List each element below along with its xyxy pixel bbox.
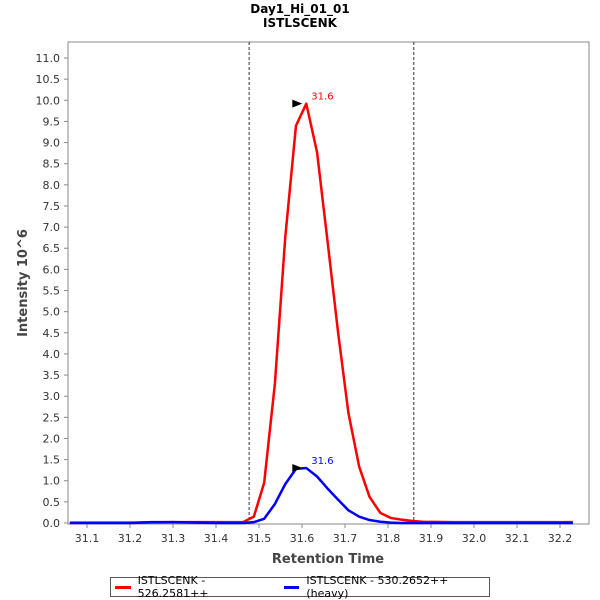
peak-marker-icon (292, 99, 303, 108)
y-tick-label: 6.5 (43, 242, 61, 255)
peak-label: 31.6 (311, 456, 333, 467)
y-tick-label: 2.5 (43, 411, 61, 424)
chart-subtitle: ISTLSCENK (263, 16, 338, 30)
x-tick-label: 31.9 (419, 532, 444, 545)
x-tick-label: 31.4 (204, 532, 229, 545)
x-tick-label: 31.7 (333, 532, 358, 545)
series-line-1 (69, 466, 573, 525)
y-tick-label: 0.5 (43, 496, 61, 509)
y-tick-label: 3.5 (43, 369, 61, 382)
y-tick-label: 7.0 (43, 221, 61, 234)
y-tick-label: 8.0 (43, 179, 61, 192)
y-tick-label: 5.0 (43, 306, 61, 319)
y-tick-label: 8.5 (43, 158, 61, 171)
legend-label-light: ISTLSCENK - 526.2581++ (137, 574, 209, 600)
x-tick-label: 31.6 (290, 532, 315, 545)
peak-label: 31.6 (311, 92, 333, 103)
y-tick-label: 3.0 (43, 390, 61, 403)
y-tick-label: 4.5 (43, 327, 61, 340)
y-tick-label: 11.0 (36, 52, 61, 65)
chromatogram-chart: Day1_Hi_01_01 ISTLSCENK 0.0 0.5 1.0 1.5 2.0 2… (16, 2, 590, 567)
legend: ISTLSCENK - 526.2581++ ISTLSCENK - 530.2… (110, 574, 490, 600)
x-tick-label: 31.5 (247, 532, 272, 545)
y-tick-label: 4.0 (43, 348, 61, 361)
y-tick-label: 9.0 (43, 137, 61, 150)
y-tick-label: 10.0 (36, 94, 61, 107)
y-tick-label: 7.5 (43, 200, 61, 213)
legend-swatch-heavy (283, 585, 300, 589)
series-line-0 (69, 102, 573, 524)
x-tick-label: 31.2 (118, 532, 143, 545)
y-tick-label: 0.0 (43, 517, 61, 530)
y-tick-label: 9.5 (43, 115, 61, 128)
x-tick-label: 31.3 (161, 532, 186, 545)
y-tick-label: 1.5 (43, 454, 61, 467)
legend-label-heavy: ISTLSCENK - 530.2652++ (heavy) (306, 574, 449, 600)
x-tick-label: 32.2 (548, 532, 573, 545)
y-tick-label: 2.0 (43, 432, 61, 445)
y-tick-label: 1.0 (43, 475, 61, 488)
y-tick-label: 10.5 (36, 73, 61, 86)
x-axis-label: Retention Time (272, 552, 384, 567)
plot-area (67, 41, 590, 525)
x-tick-label: 32.0 (462, 532, 487, 545)
y-axis-label: Intensity 10^6 (16, 229, 31, 337)
x-tick-label: 31.1 (75, 532, 100, 545)
chart-title: Day1_Hi_01_01 (250, 2, 349, 17)
x-tick-label: 32.1 (505, 532, 530, 545)
peak-marker-icon (292, 464, 303, 473)
y-tick-label: 6.0 (43, 263, 61, 276)
legend-swatch-light (115, 585, 131, 589)
x-tick-label: 31.8 (376, 532, 401, 545)
y-tick-label: 5.5 (43, 285, 61, 298)
